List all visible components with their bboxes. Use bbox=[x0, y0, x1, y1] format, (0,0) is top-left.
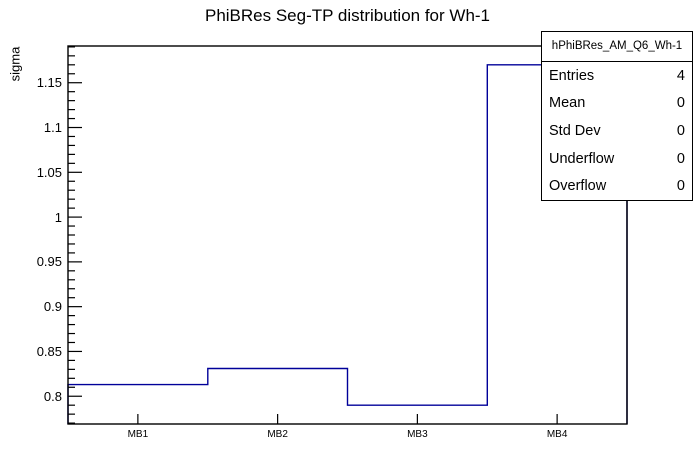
y-tick-label: 1 bbox=[54, 209, 62, 225]
stat-value: 0 bbox=[676, 150, 685, 167]
stats-box-title: hPhiBRes_AM_Q6_Wh-1 bbox=[542, 32, 692, 62]
x-tick-label: MB2 bbox=[267, 429, 288, 440]
stat-value: 0 bbox=[676, 95, 685, 112]
plot-title: PhiBRes Seg-TP distribution for Wh-1 bbox=[204, 6, 491, 25]
stat-label: Entries bbox=[549, 67, 595, 84]
stat-row: Underflow 0 bbox=[542, 145, 692, 173]
stats-box: hPhiBRes_AM_Q6_Wh-1 Entries 4 Mean 0 Std Dev… bbox=[541, 31, 693, 201]
stat-value: 0 bbox=[676, 122, 685, 139]
stat-row: Std Dev 0 bbox=[542, 117, 692, 145]
stat-row: Entries 4 bbox=[542, 62, 692, 90]
stat-value: 0 bbox=[676, 178, 685, 195]
x-tick-label: MB3 bbox=[407, 429, 428, 440]
stat-value: 4 bbox=[676, 67, 685, 84]
y-tick-label: 0.9 bbox=[43, 299, 62, 315]
x-tick-label: MB1 bbox=[127, 429, 149, 440]
stat-label: Std Dev bbox=[549, 122, 601, 139]
stat-row: Mean 0 bbox=[542, 90, 692, 118]
y-tick-label: 0.8 bbox=[43, 388, 62, 404]
stat-label: Overflow bbox=[549, 178, 607, 195]
y-tick-label: 0.85 bbox=[36, 343, 62, 359]
stat-label: Mean bbox=[549, 95, 586, 112]
y-tick-label: 1.1 bbox=[43, 120, 62, 135]
stat-row: Overflow 0 bbox=[542, 172, 692, 200]
y-tick-label: 1.05 bbox=[36, 164, 62, 180]
y-tick-label: 1.15 bbox=[36, 75, 62, 91]
x-tick-label: MB4 bbox=[546, 429, 568, 440]
stats-rows: Entries 4 Mean 0 Std Dev 0 Underflow 0 Overflow 0 bbox=[542, 62, 692, 200]
stat-label: Underflow bbox=[549, 150, 615, 167]
y-tick-label: 0.95 bbox=[36, 254, 62, 270]
